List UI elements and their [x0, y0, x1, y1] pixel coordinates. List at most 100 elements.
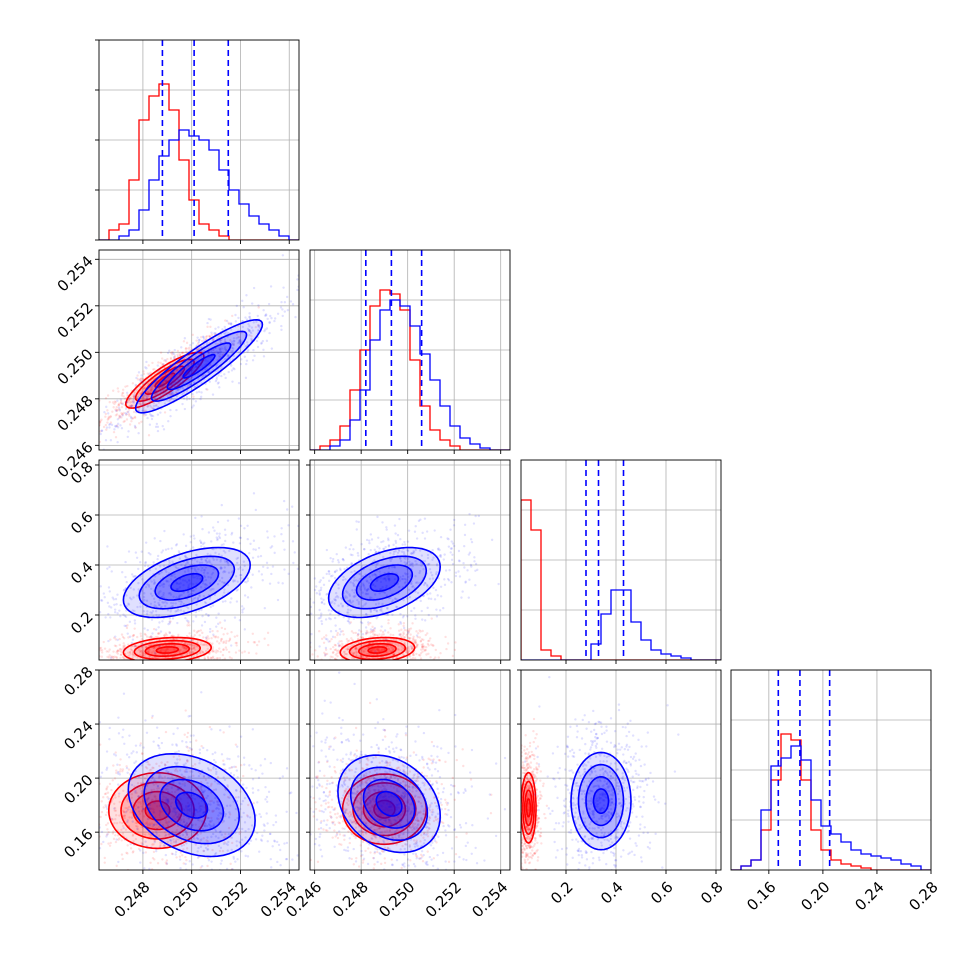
- scatter-point: [130, 419, 133, 423]
- scatter-point: [230, 657, 233, 660]
- scatter-point: [365, 663, 367, 665]
- scatter-point: [172, 602, 175, 605]
- scatter-point: [198, 595, 201, 598]
- scatter-point: [201, 542, 205, 546]
- scatter-point: [242, 305, 245, 309]
- scatter-point: [230, 630, 233, 634]
- scatter-point: [168, 620, 171, 623]
- scatter-point: [238, 351, 241, 354]
- scatter-point: [169, 574, 173, 578]
- scatter-point: [162, 585, 165, 589]
- scatter-point: [216, 657, 219, 660]
- scatter-point: [151, 414, 155, 418]
- scatter-point: [340, 596, 343, 600]
- scatter-point: [128, 414, 131, 417]
- contour-red: [155, 646, 180, 654]
- scatter-point: [111, 596, 114, 599]
- scatter-point: [116, 649, 120, 652]
- scatter-point: [359, 620, 363, 624]
- scatter-point: [377, 561, 380, 565]
- scatter-point: [330, 637, 333, 641]
- scatter-point: [324, 653, 327, 657]
- scatter-point: [187, 583, 190, 586]
- scatter-point: [35, 507, 37, 509]
- scatter-point: [99, 649, 102, 652]
- scatter-point: [171, 671, 173, 673]
- scatter-point: [140, 380, 143, 383]
- scatter-point: [402, 632, 405, 636]
- scatter-point: [108, 426, 111, 429]
- scatter-point: [187, 672, 189, 674]
- scatter-point: [345, 596, 349, 599]
- scatter-point: [419, 599, 422, 603]
- scatter-point: [130, 648, 134, 652]
- scatter-point: [450, 547, 454, 550]
- scatter-point: [160, 792, 164, 795]
- scatter-point: [99, 815, 102, 819]
- scatter-point: [185, 858, 188, 862]
- contour-blue: [369, 572, 400, 593]
- scatter-point: [246, 640, 250, 644]
- scatter-point: [185, 581, 189, 584]
- scatter-point: [91, 822, 93, 824]
- scatter-point: [150, 413, 153, 417]
- scatter-point: [186, 647, 189, 650]
- scatter-point: [139, 392, 142, 395]
- scatter-point: [219, 350, 223, 353]
- scatter-point: [64, 823, 66, 825]
- scatter-point: [283, 548, 286, 551]
- scatter-point: [193, 763, 197, 766]
- scatter-point: [180, 346, 183, 349]
- scatter-point: [414, 641, 417, 644]
- scatter-point: [149, 635, 153, 638]
- scatter-point: [216, 630, 219, 633]
- scatter-point: [196, 342, 200, 345]
- scatter-point: [131, 609, 134, 612]
- scatter-point: [373, 634, 377, 637]
- scatter-point: [387, 545, 391, 548]
- scatter-point: [162, 649, 165, 652]
- scatter-point: [371, 574, 374, 577]
- scatter-point: [416, 635, 420, 639]
- scatter-point: [373, 573, 376, 576]
- scatter-point: [107, 639, 110, 643]
- scatter-point: [154, 656, 157, 659]
- scatter-point: [319, 616, 322, 620]
- scatter-point: [210, 331, 213, 334]
- scatter-point: [346, 640, 349, 643]
- scatter-point: [187, 569, 190, 573]
- scatter-point: [151, 799, 154, 802]
- scatter-point: [222, 591, 226, 594]
- scatter-point: [410, 552, 413, 555]
- scatter-point: [94, 624, 96, 626]
- scatter-point: [371, 641, 374, 645]
- scatter-point: [338, 567, 342, 570]
- scatter-point: [377, 536, 380, 539]
- scatter-point: [279, 306, 283, 309]
- scatter-point: [396, 533, 400, 537]
- scatter-point: [161, 620, 164, 623]
- scatter-point: [369, 631, 372, 634]
- scatter-point: [376, 665, 378, 667]
- scatter-point: [401, 574, 405, 578]
- scatter-point: [351, 581, 355, 585]
- scatter-point: [188, 579, 191, 583]
- scatter-point: [180, 826, 183, 829]
- scatter-point: [190, 567, 193, 570]
- scatter-point: [329, 556, 332, 560]
- scatter-point: [187, 586, 190, 589]
- scatter-point: [130, 641, 134, 645]
- scatter-point: [407, 631, 410, 634]
- scatter-point: [399, 575, 402, 579]
- scatter-point: [419, 657, 423, 660]
- scatter-point: [188, 662, 190, 664]
- scatter-point: [144, 366, 147, 369]
- scatter-point: [106, 655, 109, 659]
- scatter-point: [159, 630, 163, 633]
- scatter-point: [114, 635, 117, 638]
- scatter-point: [373, 593, 377, 596]
- scatter-point: [333, 576, 337, 580]
- scatter-point: [129, 401, 132, 404]
- scatter-point: [354, 647, 357, 651]
- scatter-point: [142, 409, 145, 413]
